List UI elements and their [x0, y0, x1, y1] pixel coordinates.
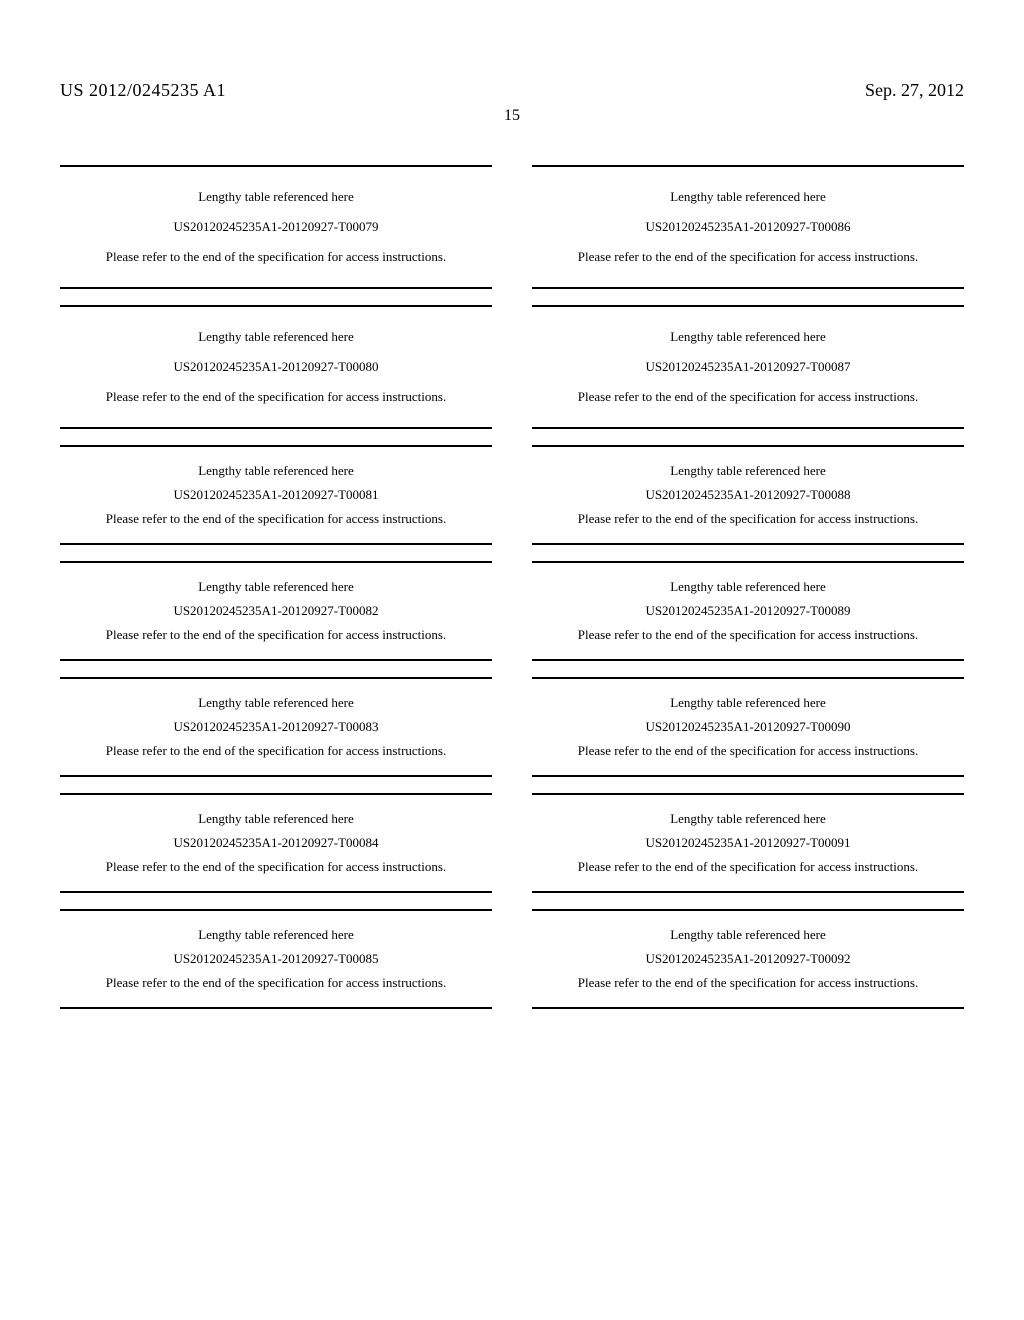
block-title: Lengthy table referenced here: [60, 695, 492, 711]
table-ref-block: Lengthy table referenced here US20120245…: [60, 165, 492, 289]
table-ref-block: Lengthy table referenced here US20120245…: [532, 445, 964, 545]
block-title: Lengthy table referenced here: [60, 329, 492, 345]
block-instruction: Please refer to the end of the specifica…: [60, 511, 492, 527]
block-code: US20120245235A1-20120927-T00092: [532, 951, 964, 967]
block-instruction: Please refer to the end of the specifica…: [60, 389, 492, 405]
block-title: Lengthy table referenced here: [60, 811, 492, 827]
block-instruction: Please refer to the end of the specifica…: [532, 389, 964, 405]
table-ref-block: Lengthy table referenced here US20120245…: [532, 909, 964, 1009]
table-ref-block: Lengthy table referenced here US20120245…: [532, 305, 964, 429]
block-code: US20120245235A1-20120927-T00086: [532, 219, 964, 235]
block-instruction: Please refer to the end of the specifica…: [532, 859, 964, 875]
block-code: US20120245235A1-20120927-T00081: [60, 487, 492, 503]
block-title: Lengthy table referenced here: [60, 579, 492, 595]
block-title: Lengthy table referenced here: [532, 811, 964, 827]
block-code: US20120245235A1-20120927-T00085: [60, 951, 492, 967]
table-ref-block: Lengthy table referenced here US20120245…: [60, 677, 492, 777]
block-code: US20120245235A1-20120927-T00090: [532, 719, 964, 735]
block-title: Lengthy table referenced here: [532, 579, 964, 595]
block-instruction: Please refer to the end of the specifica…: [532, 743, 964, 759]
block-code: US20120245235A1-20120927-T00087: [532, 359, 964, 375]
block-title: Lengthy table referenced here: [532, 927, 964, 943]
block-instruction: Please refer to the end of the specifica…: [60, 627, 492, 643]
block-code: US20120245235A1-20120927-T00088: [532, 487, 964, 503]
block-title: Lengthy table referenced here: [532, 189, 964, 205]
block-code: US20120245235A1-20120927-T00079: [60, 219, 492, 235]
publication-number: US 2012/0245235 A1: [60, 80, 226, 101]
block-title: Lengthy table referenced here: [60, 463, 492, 479]
table-ref-block: Lengthy table referenced here US20120245…: [532, 561, 964, 661]
right-column: Lengthy table referenced here US20120245…: [532, 165, 964, 1025]
block-instruction: Please refer to the end of the specifica…: [532, 627, 964, 643]
table-ref-block: Lengthy table referenced here US20120245…: [532, 677, 964, 777]
block-code: US20120245235A1-20120927-T00089: [532, 603, 964, 619]
table-ref-block: Lengthy table referenced here US20120245…: [60, 305, 492, 429]
block-code: US20120245235A1-20120927-T00091: [532, 835, 964, 851]
block-instruction: Please refer to the end of the specifica…: [532, 249, 964, 265]
block-instruction: Please refer to the end of the specifica…: [532, 511, 964, 527]
left-column: Lengthy table referenced here US20120245…: [60, 165, 492, 1025]
block-instruction: Please refer to the end of the specifica…: [60, 975, 492, 991]
block-title: Lengthy table referenced here: [60, 189, 492, 205]
page-number: 15: [60, 107, 964, 125]
block-code: US20120245235A1-20120927-T00084: [60, 835, 492, 851]
table-ref-block: Lengthy table referenced here US20120245…: [532, 793, 964, 893]
page-header: US 2012/0245235 A1 Sep. 27, 2012: [60, 80, 964, 101]
publication-date: Sep. 27, 2012: [865, 80, 964, 101]
block-instruction: Please refer to the end of the specifica…: [60, 249, 492, 265]
block-title: Lengthy table referenced here: [532, 463, 964, 479]
content-columns: Lengthy table referenced here US20120245…: [60, 165, 964, 1025]
block-instruction: Please refer to the end of the specifica…: [60, 743, 492, 759]
block-code: US20120245235A1-20120927-T00082: [60, 603, 492, 619]
table-ref-block: Lengthy table referenced here US20120245…: [60, 909, 492, 1009]
block-code: US20120245235A1-20120927-T00080: [60, 359, 492, 375]
block-title: Lengthy table referenced here: [532, 329, 964, 345]
block-title: Lengthy table referenced here: [60, 927, 492, 943]
patent-page: US 2012/0245235 A1 Sep. 27, 2012 15 Leng…: [0, 0, 1024, 1065]
block-code: US20120245235A1-20120927-T00083: [60, 719, 492, 735]
block-instruction: Please refer to the end of the specifica…: [60, 859, 492, 875]
block-instruction: Please refer to the end of the specifica…: [532, 975, 964, 991]
block-title: Lengthy table referenced here: [532, 695, 964, 711]
table-ref-block: Lengthy table referenced here US20120245…: [60, 445, 492, 545]
table-ref-block: Lengthy table referenced here US20120245…: [532, 165, 964, 289]
table-ref-block: Lengthy table referenced here US20120245…: [60, 561, 492, 661]
table-ref-block: Lengthy table referenced here US20120245…: [60, 793, 492, 893]
